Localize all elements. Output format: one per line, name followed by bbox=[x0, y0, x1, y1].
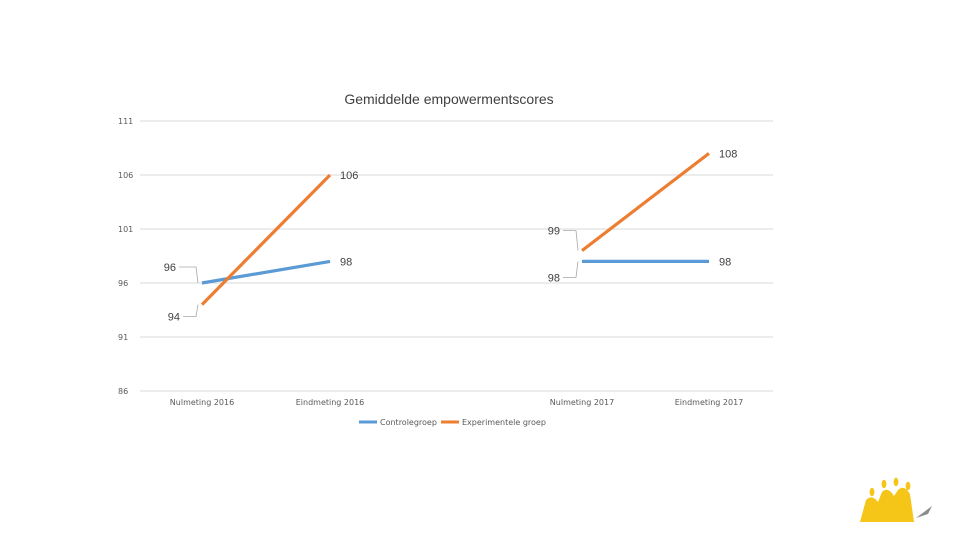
legend-label-controlegroep: Controlegroep bbox=[380, 418, 437, 427]
data-label: 108 bbox=[719, 148, 737, 160]
y-tick-label: 111 bbox=[118, 117, 133, 126]
label-leader-line bbox=[563, 261, 579, 278]
series-lines bbox=[200, 152, 710, 306]
gridlines bbox=[140, 120, 773, 392]
y-tick-label: 106 bbox=[118, 171, 133, 180]
data-label: 96 bbox=[164, 262, 176, 274]
data-label: 98 bbox=[719, 256, 731, 268]
data-label: 106 bbox=[340, 170, 358, 182]
data-label: 99 bbox=[548, 226, 560, 238]
x-tick-label: Nulmeting 2016 bbox=[170, 398, 234, 407]
data-labels: 96 98 98 98 94 106 99 108 bbox=[164, 148, 738, 323]
label-leader-line bbox=[183, 304, 199, 317]
label-leader-line bbox=[179, 266, 199, 284]
legend-label-experimentele-groep: Experimentele groep bbox=[462, 418, 546, 427]
legend: Controlegroep Experimentele groep bbox=[359, 418, 546, 427]
series-line-controlegroep bbox=[201, 259, 331, 285]
x-tick-label: Eindmeting 2016 bbox=[296, 398, 365, 407]
series-line-experimentele-groep bbox=[200, 173, 332, 306]
data-label: 98 bbox=[548, 272, 560, 284]
x-axis-ticks: Nulmeting 2016 Eindmeting 2016 Nulmeting 2… bbox=[170, 398, 743, 407]
sun-logo-icon bbox=[860, 477, 932, 522]
label-leader-line bbox=[563, 230, 579, 251]
y-tick-label: 91 bbox=[118, 333, 128, 342]
data-label-leaders bbox=[179, 230, 579, 317]
y-tick-label: 86 bbox=[118, 387, 128, 396]
data-label: 98 bbox=[340, 256, 352, 268]
x-tick-label: Nulmeting 2017 bbox=[550, 398, 614, 407]
data-label: 94 bbox=[168, 312, 180, 324]
chart-title: Gemiddelde empowermentscores bbox=[344, 91, 553, 107]
x-tick-label: Eindmeting 2017 bbox=[675, 398, 744, 407]
y-tick-label: 96 bbox=[118, 279, 128, 288]
y-tick-label: 101 bbox=[118, 225, 133, 234]
y-axis-ticks: 86 91 96 101 106 111 bbox=[118, 117, 133, 396]
series-line-experimentele-groep bbox=[581, 152, 710, 252]
